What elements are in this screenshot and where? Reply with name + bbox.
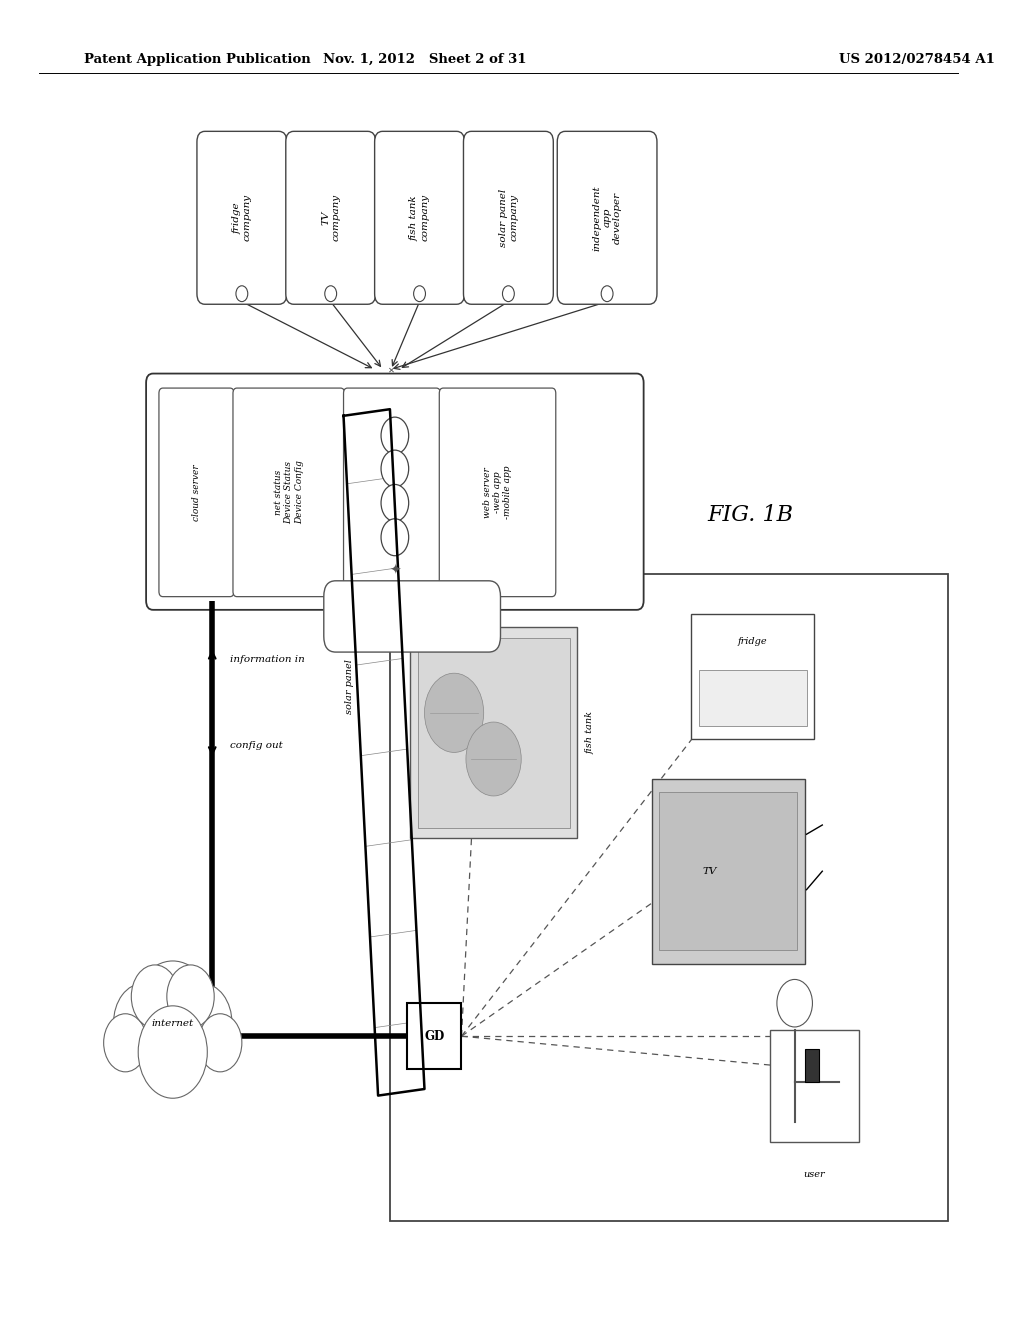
Circle shape [601, 286, 613, 302]
Text: independent
app
developer: independent app developer [592, 185, 622, 251]
Circle shape [131, 961, 214, 1072]
Bar [390, 574, 947, 1221]
Bar [410, 627, 578, 838]
Circle shape [381, 417, 409, 454]
FancyBboxPatch shape [557, 132, 657, 305]
Text: TV: TV [702, 867, 717, 875]
Circle shape [167, 965, 214, 1028]
Text: US 2012/0278454 A1: US 2012/0278454 A1 [839, 53, 995, 66]
Circle shape [777, 979, 812, 1027]
Circle shape [414, 286, 425, 302]
Text: solar panel
company: solar panel company [499, 189, 518, 247]
Text: app store: app store [387, 471, 396, 513]
FancyBboxPatch shape [324, 581, 501, 652]
Text: FIG. 1B: FIG. 1B [708, 504, 794, 525]
Text: information in: information in [230, 656, 305, 664]
Bar [699, 669, 807, 726]
FancyBboxPatch shape [233, 388, 344, 597]
Circle shape [503, 286, 514, 302]
FancyBboxPatch shape [343, 388, 440, 597]
Text: fridge: fridge [738, 636, 768, 645]
Circle shape [381, 484, 409, 521]
Text: ✕: ✕ [388, 366, 395, 374]
Bar [805, 1049, 819, 1082]
Text: TV
company: TV company [321, 194, 340, 242]
Text: ✦: ✦ [389, 564, 400, 577]
Bar [651, 779, 805, 964]
Circle shape [381, 450, 409, 487]
Circle shape [131, 965, 178, 1028]
Circle shape [138, 1006, 207, 1098]
Circle shape [325, 286, 337, 302]
Circle shape [173, 983, 232, 1063]
Circle shape [236, 286, 248, 302]
FancyBboxPatch shape [197, 132, 287, 305]
Text: GD: GD [424, 1030, 444, 1043]
FancyBboxPatch shape [286, 132, 376, 305]
Text: internet: internet [152, 1019, 194, 1027]
Text: config out: config out [230, 742, 283, 750]
FancyBboxPatch shape [159, 388, 233, 597]
Text: net status
Device Status
Device Config: net status Device Status Device Config [273, 461, 304, 524]
Bar [691, 614, 814, 739]
FancyBboxPatch shape [439, 388, 556, 597]
Text: Nov. 1, 2012   Sheet 2 of 31: Nov. 1, 2012 Sheet 2 of 31 [323, 53, 526, 66]
Text: user: user [804, 1171, 825, 1179]
Text: web server
-web app
-mobile app: web server -web app -mobile app [482, 466, 512, 519]
FancyBboxPatch shape [146, 374, 644, 610]
Circle shape [466, 722, 521, 796]
Circle shape [199, 1014, 242, 1072]
Text: fish tank
company: fish tank company [410, 194, 429, 242]
Text: fish tank: fish tank [586, 711, 594, 754]
FancyBboxPatch shape [464, 132, 553, 305]
Text: fridge
company: fridge company [232, 194, 252, 242]
Circle shape [114, 983, 173, 1063]
Bar [408, 1003, 462, 1069]
Circle shape [103, 1014, 147, 1072]
Bar [770, 1030, 859, 1142]
Circle shape [381, 519, 409, 556]
Bar [418, 638, 569, 828]
Text: Patent Application Publication: Patent Application Publication [84, 53, 310, 66]
Circle shape [425, 673, 483, 752]
Text: solar panel: solar panel [345, 659, 354, 714]
Bar [659, 792, 797, 950]
FancyBboxPatch shape [375, 132, 465, 305]
Text: cloud server: cloud server [191, 465, 201, 520]
